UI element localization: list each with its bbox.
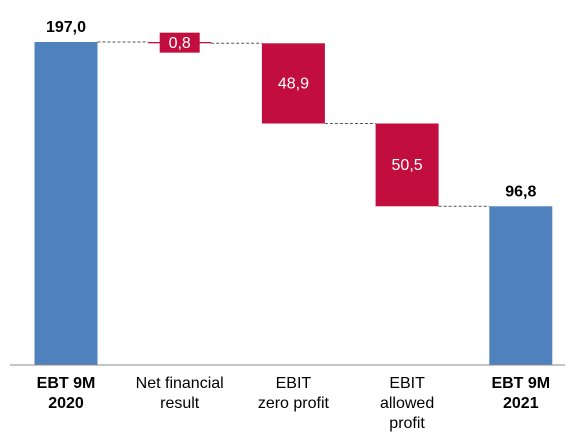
value-label: 0,8	[169, 35, 191, 52]
x-tick-label: EBIT zero profit	[257, 375, 329, 412]
value-label: 197,0	[46, 19, 86, 36]
x-tick-label: EBIT allowed profit	[379, 375, 435, 432]
bar	[34, 42, 98, 365]
x-tick-label: EBT 9M 2021	[491, 375, 551, 412]
value-label: 96,8	[505, 184, 536, 201]
value-label: 50,5	[392, 157, 423, 174]
bar	[489, 206, 553, 365]
x-tick-label: Net financial result	[135, 375, 224, 412]
label-box	[159, 32, 200, 53]
x-tick-label: EBT 9M 2020	[36, 375, 96, 412]
bar	[261, 43, 325, 124]
bar	[375, 123, 439, 207]
value-label: 48,9	[278, 76, 309, 93]
